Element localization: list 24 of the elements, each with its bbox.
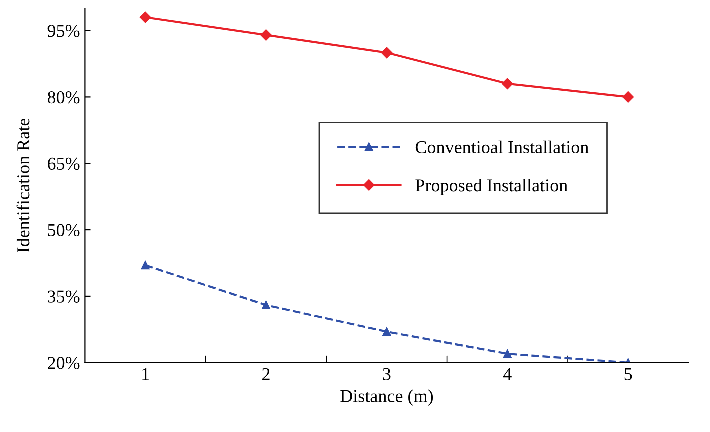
point — [262, 301, 270, 310]
y-tick-label: 20% — [48, 357, 80, 370]
legend-label: Conventioal Installation — [416, 140, 589, 154]
y-tick-label: 80% — [48, 91, 80, 104]
legend-label: Proposed Installation — [416, 178, 568, 196]
x-tick-label: 1 — [142, 368, 149, 380]
x-tick-label: 4 — [503, 368, 512, 380]
y-axis-title: Identification Rate — [16, 118, 30, 253]
x-axis-title: Distance (m) — [340, 390, 434, 406]
x-tick-label: 5 — [624, 368, 632, 380]
y-tick-label: 65% — [48, 158, 80, 170]
point — [502, 78, 514, 90]
point — [503, 350, 512, 358]
x-tick-label: 3 — [383, 368, 391, 380]
y-tick-label: 95% — [48, 25, 80, 38]
point — [260, 30, 272, 41]
point — [140, 12, 152, 24]
x-tick-label: 2 — [262, 368, 270, 380]
y-tick-label: 50% — [48, 224, 80, 237]
y-tick-label: 35% — [48, 290, 80, 303]
point — [622, 92, 634, 103]
point — [141, 261, 150, 270]
point — [382, 328, 392, 336]
point — [381, 47, 393, 59]
